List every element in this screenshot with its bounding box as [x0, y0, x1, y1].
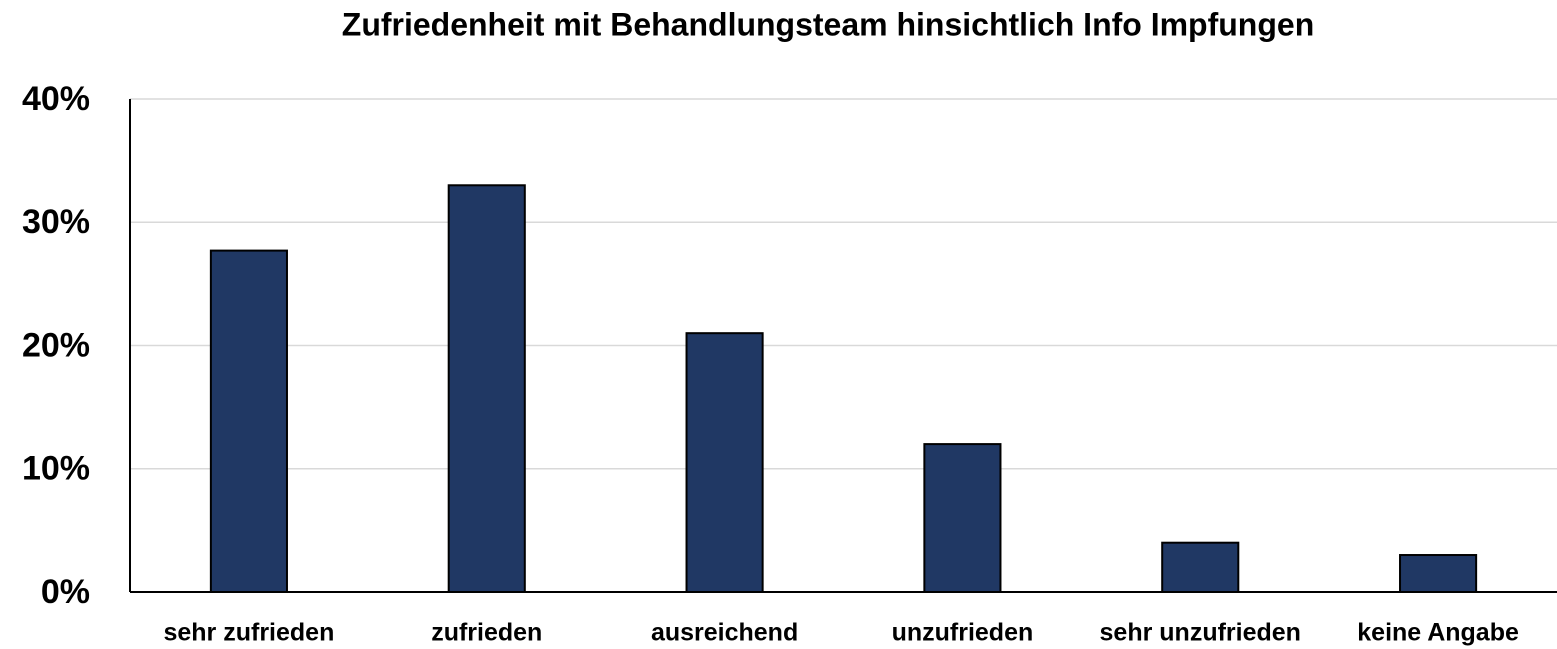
- bars: [209, 184, 1478, 594]
- x-tick-label: sehr unzufrieden: [1100, 619, 1301, 647]
- bar: [685, 332, 764, 593]
- y-tick-label: 20%: [22, 326, 90, 364]
- x-tick-label: ausreichend: [651, 619, 798, 647]
- grid: [130, 98, 1557, 593]
- labels: 0% 10% 20% 30% 40% sehr zufrieden zufrieden aus…: [22, 80, 1519, 647]
- bar: [1399, 554, 1478, 594]
- y-tick-label: 40%: [22, 80, 90, 118]
- bar: [923, 443, 1002, 593]
- x-tick-label: zufrieden: [431, 619, 542, 647]
- bar: [447, 184, 526, 593]
- x-tick-label: keine Angabe: [1357, 619, 1519, 647]
- bar: [209, 249, 288, 593]
- chart-title: Zufriedenheit mit Behandlungsteam hinsic…: [342, 6, 1314, 42]
- y-tick-label: 10%: [22, 450, 90, 488]
- bar: [1161, 541, 1240, 594]
- x-tick-label: unzufrieden: [892, 619, 1034, 647]
- y-tick-label: 30%: [22, 203, 90, 241]
- x-tick-label: sehr zufrieden: [163, 619, 334, 647]
- y-tick-label: 0%: [41, 573, 90, 611]
